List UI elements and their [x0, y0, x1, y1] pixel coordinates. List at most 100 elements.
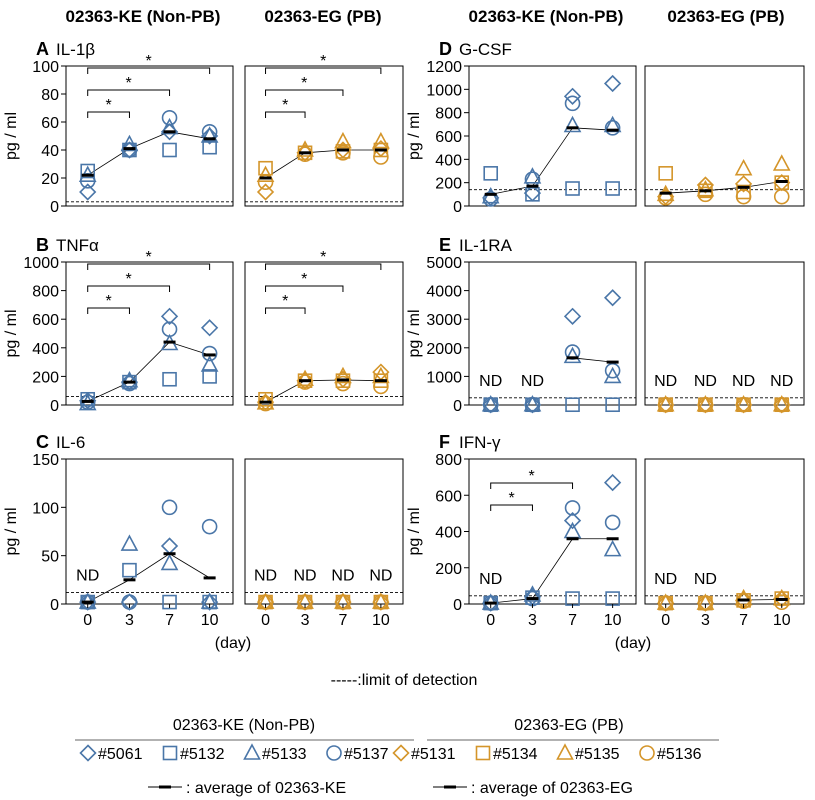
data-point-circle: [161, 321, 178, 338]
legend-item-label: #5132: [180, 746, 225, 763]
significance-star: *: [508, 490, 514, 507]
data-point-diamond: [200, 593, 219, 611]
data-point-circle: [121, 375, 138, 392]
panel-title: TNFα: [56, 236, 99, 255]
data-point-circle: [482, 595, 499, 611]
data-point-circle: [335, 375, 351, 392]
column-header-ke-right: 02363-KE (Non-PB): [469, 7, 624, 26]
data-point-triangle: [563, 521, 582, 539]
subplot-ke: ND ND: [468, 261, 637, 414]
average-mark: [163, 552, 176, 556]
data-point-circle: [773, 188, 790, 205]
y-tick-label: 800: [32, 284, 59, 301]
data-point-square: [736, 184, 751, 200]
data-point-triangle: [160, 117, 179, 135]
data-point-diamond: [603, 473, 622, 492]
data-point-diamond: [603, 289, 622, 307]
average-mark: [163, 340, 176, 344]
panel-letter: B: [36, 235, 49, 255]
column-headers: 02363-KE (Non-PB) 02363-EG (PB) 02363-KE…: [66, 7, 785, 26]
y-tick-label: 400: [32, 341, 59, 358]
nd-label: ND: [770, 373, 793, 390]
data-point-circle: [697, 396, 714, 413]
panel-d: D G-CSF pg / ml 0 200 400 600 800 1000 1200: [406, 39, 805, 216]
data-point-circle: [79, 594, 96, 610]
data-point-square: [162, 142, 177, 158]
plot-frame: [644, 65, 805, 207]
data-point-square: [162, 371, 177, 387]
legend-avg-label-ke: : average of 02363-KE: [186, 780, 346, 797]
significance-bracket: [265, 263, 382, 270]
x-tick-label: 7: [165, 612, 174, 629]
subplot-eg: ND ND 0 3 7 10: [644, 458, 805, 629]
significance-star: *: [105, 97, 111, 114]
significance-bracket: [490, 482, 574, 489]
panel-c: C IL-6 pg / ml 0 50 100 150 ND 0 3 7 10 ND ND ND ND 0 3 7 1…: [3, 432, 404, 629]
y-tick-label: 4000: [426, 284, 462, 301]
average-mark: [775, 180, 788, 183]
data-point-circle: [121, 142, 138, 158]
legend-item-label: #5131: [411, 746, 456, 763]
nd-label: ND: [479, 373, 502, 390]
x-tick-label: 10: [604, 612, 622, 629]
legend-marker-diamond: [79, 744, 97, 762]
average-mark: [81, 173, 94, 177]
y-tick-label: 0: [453, 398, 462, 415]
y-tick-label: 400: [435, 525, 462, 542]
data-point-square: [202, 369, 217, 384]
data-point-circle: [482, 191, 499, 207]
significance-star: *: [301, 271, 307, 288]
data-point-diamond: [563, 307, 582, 325]
data-point-square: [605, 591, 620, 606]
legend-avg-label-eg: : average of 02363-EG: [471, 780, 633, 797]
average-mark: [566, 126, 579, 130]
average-mark: [659, 191, 672, 195]
data-point-circle: [735, 593, 752, 610]
y-tick-label: 2000: [426, 341, 462, 358]
x-tick-label: 10: [773, 612, 791, 629]
average-mark: [374, 379, 387, 383]
data-point-triangle: [656, 395, 675, 412]
data-point-circle: [564, 95, 581, 112]
average-mark: [526, 597, 539, 601]
data-point-square: [525, 187, 540, 202]
data-point-triangle: [772, 395, 791, 412]
y-axis-label: pg / ml: [406, 112, 423, 160]
data-point-circle: [201, 518, 218, 535]
y-axis-label: pg / ml: [3, 309, 20, 357]
y-axis-label: pg / ml: [3, 112, 20, 160]
panel-title: IL-6: [56, 433, 85, 452]
legend-item-label: #5133: [262, 746, 307, 763]
legend-items-eg: #5131 #5134 #5135 #5136: [392, 743, 702, 763]
data-point-circle: [735, 188, 752, 205]
data-point-triangle: [656, 593, 675, 610]
plot-frame: [644, 458, 805, 605]
subplot-eg: * * *: [244, 249, 404, 412]
y-tick-label: 1200: [426, 59, 462, 76]
data-point-triangle: [563, 346, 582, 364]
nd-label: ND: [521, 373, 544, 390]
subplot-ke: [468, 65, 637, 207]
subplot-ke: ND 0 3 7 10: [65, 458, 234, 629]
significance-star: *: [282, 293, 288, 310]
significance-bracket: [87, 89, 171, 96]
data-point-diamond: [160, 307, 179, 325]
legend-avg-bar-eg: [444, 785, 456, 789]
data-point-triangle: [334, 592, 352, 609]
data-point-circle: [604, 514, 621, 531]
subplot-eg: ND ND ND ND 0 3 7 10: [244, 458, 404, 629]
average-mark: [123, 578, 136, 582]
significance-star: *: [320, 53, 326, 70]
significance-star: *: [320, 249, 326, 266]
y-tick-label: 0: [453, 199, 462, 216]
significance-bracket: [265, 285, 344, 292]
data-point-square: [373, 142, 389, 158]
significance-bracket: [265, 307, 306, 314]
column-header-eg-right: 02363-EG (PB): [667, 7, 784, 26]
average-mark: [336, 148, 349, 152]
significance-star: *: [301, 75, 307, 92]
data-point-diamond: [603, 74, 622, 93]
data-point-triangle: [523, 167, 542, 184]
legend-marker-square: [162, 745, 178, 761]
